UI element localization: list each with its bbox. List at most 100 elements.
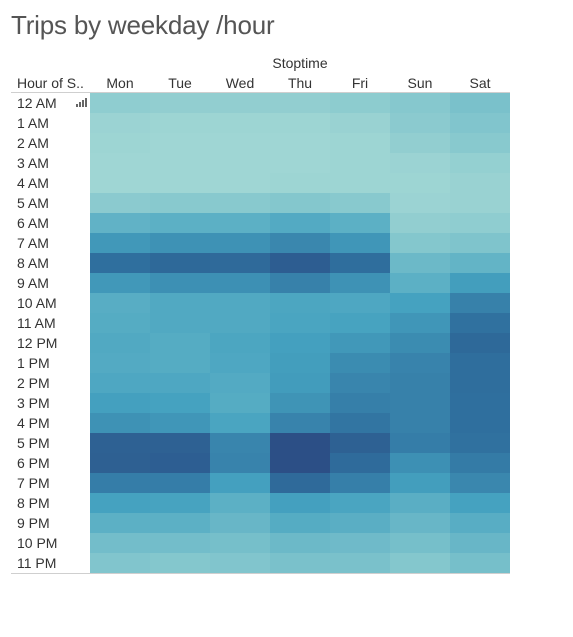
- heatmap-cell[interactable]: [390, 193, 450, 213]
- heatmap-cell[interactable]: [330, 153, 390, 173]
- heatmap-cell[interactable]: [390, 353, 450, 373]
- heatmap-cell[interactable]: [270, 293, 330, 313]
- heatmap-cell[interactable]: [330, 93, 390, 113]
- heatmap-cell[interactable]: [390, 133, 450, 153]
- heatmap-cell[interactable]: [90, 453, 150, 473]
- heatmap-cell[interactable]: [270, 233, 330, 253]
- heatmap-cell[interactable]: [210, 133, 270, 153]
- heatmap-cell[interactable]: [450, 213, 510, 233]
- heatmap-cell[interactable]: [210, 533, 270, 553]
- heatmap-cell[interactable]: [450, 173, 510, 193]
- heatmap-cell[interactable]: [450, 293, 510, 313]
- heatmap-cell[interactable]: [450, 333, 510, 353]
- heatmap-cell[interactable]: [450, 113, 510, 133]
- heatmap-cell[interactable]: [90, 193, 150, 213]
- heatmap-cell[interactable]: [330, 393, 390, 413]
- heatmap-cell[interactable]: [330, 553, 390, 573]
- heatmap-cell[interactable]: [450, 453, 510, 473]
- heatmap-cell[interactable]: [450, 233, 510, 253]
- heatmap-cell[interactable]: [330, 273, 390, 293]
- heatmap-cell[interactable]: [270, 553, 330, 573]
- heatmap-cell[interactable]: [270, 413, 330, 433]
- heatmap-cell[interactable]: [270, 353, 330, 373]
- heatmap-cell[interactable]: [330, 173, 390, 193]
- heatmap-cell[interactable]: [330, 533, 390, 553]
- heatmap-cell[interactable]: [210, 233, 270, 253]
- heatmap-cell[interactable]: [150, 513, 210, 533]
- heatmap-cell[interactable]: [450, 93, 510, 113]
- heatmap-cell[interactable]: [390, 313, 450, 333]
- heatmap-cell[interactable]: [390, 413, 450, 433]
- heatmap-cell[interactable]: [270, 173, 330, 193]
- heatmap-cell[interactable]: [150, 553, 210, 573]
- heatmap-cell[interactable]: [210, 433, 270, 453]
- heatmap-cell[interactable]: [90, 213, 150, 233]
- heatmap-cell[interactable]: [90, 473, 150, 493]
- heatmap-cell[interactable]: [210, 513, 270, 533]
- heatmap-cell[interactable]: [450, 393, 510, 413]
- heatmap-cell[interactable]: [390, 153, 450, 173]
- heatmap-cell[interactable]: [450, 193, 510, 213]
- heatmap-cell[interactable]: [270, 433, 330, 453]
- heatmap-cell[interactable]: [150, 453, 210, 473]
- sort-icon[interactable]: [76, 97, 88, 107]
- heatmap-cell[interactable]: [90, 493, 150, 513]
- heatmap-cell[interactable]: [90, 333, 150, 353]
- heatmap-cell[interactable]: [270, 193, 330, 213]
- heatmap-cell[interactable]: [390, 93, 450, 113]
- heatmap-cell[interactable]: [330, 213, 390, 233]
- heatmap-cell[interactable]: [450, 533, 510, 553]
- heatmap-cell[interactable]: [210, 173, 270, 193]
- heatmap-cell[interactable]: [210, 493, 270, 513]
- row-header-label[interactable]: Hour of S..: [17, 75, 84, 91]
- heatmap-cell[interactable]: [210, 333, 270, 353]
- heatmap-cell[interactable]: [150, 193, 210, 213]
- heatmap-cell[interactable]: [450, 133, 510, 153]
- heatmap-cell[interactable]: [150, 333, 210, 353]
- heatmap-cell[interactable]: [150, 213, 210, 233]
- heatmap-cell[interactable]: [330, 333, 390, 353]
- heatmap-cell[interactable]: [210, 393, 270, 413]
- heatmap-cell[interactable]: [150, 233, 210, 253]
- heatmap-cell[interactable]: [390, 333, 450, 353]
- heatmap-cell[interactable]: [330, 453, 390, 473]
- heatmap-cell[interactable]: [390, 533, 450, 553]
- heatmap-cell[interactable]: [210, 93, 270, 113]
- heatmap-cell[interactable]: [150, 113, 210, 133]
- heatmap-cell[interactable]: [330, 413, 390, 433]
- heatmap-cell[interactable]: [150, 353, 210, 373]
- heatmap-cell[interactable]: [390, 373, 450, 393]
- heatmap-cell[interactable]: [270, 373, 330, 393]
- heatmap-cell[interactable]: [270, 113, 330, 133]
- heatmap-cell[interactable]: [450, 513, 510, 533]
- heatmap-cell[interactable]: [210, 453, 270, 473]
- heatmap-cell[interactable]: [150, 93, 210, 113]
- heatmap-cell[interactable]: [210, 253, 270, 273]
- heatmap-cell[interactable]: [390, 293, 450, 313]
- heatmap-cell[interactable]: [450, 553, 510, 573]
- heatmap-cell[interactable]: [210, 373, 270, 393]
- heatmap-cell[interactable]: [270, 273, 330, 293]
- heatmap-cell[interactable]: [90, 413, 150, 433]
- heatmap-cell[interactable]: [330, 193, 390, 213]
- heatmap-cell[interactable]: [450, 493, 510, 513]
- heatmap-cell[interactable]: [150, 393, 210, 413]
- heatmap-cell[interactable]: [330, 473, 390, 493]
- heatmap-cell[interactable]: [210, 553, 270, 573]
- heatmap-cell[interactable]: [210, 313, 270, 333]
- heatmap-cell[interactable]: [150, 173, 210, 193]
- heatmap-cell[interactable]: [390, 393, 450, 413]
- heatmap-cell[interactable]: [390, 233, 450, 253]
- heatmap-cell[interactable]: [450, 373, 510, 393]
- heatmap-cell[interactable]: [330, 373, 390, 393]
- heatmap-cell[interactable]: [90, 173, 150, 193]
- heatmap-cell[interactable]: [390, 553, 450, 573]
- heatmap-cell[interactable]: [210, 353, 270, 373]
- heatmap-cell[interactable]: [150, 473, 210, 493]
- heatmap-cell[interactable]: [90, 293, 150, 313]
- heatmap-cell[interactable]: [390, 173, 450, 193]
- heatmap-cell[interactable]: [450, 153, 510, 173]
- heatmap-cell[interactable]: [270, 533, 330, 553]
- heatmap-cell[interactable]: [450, 253, 510, 273]
- heatmap-cell[interactable]: [150, 313, 210, 333]
